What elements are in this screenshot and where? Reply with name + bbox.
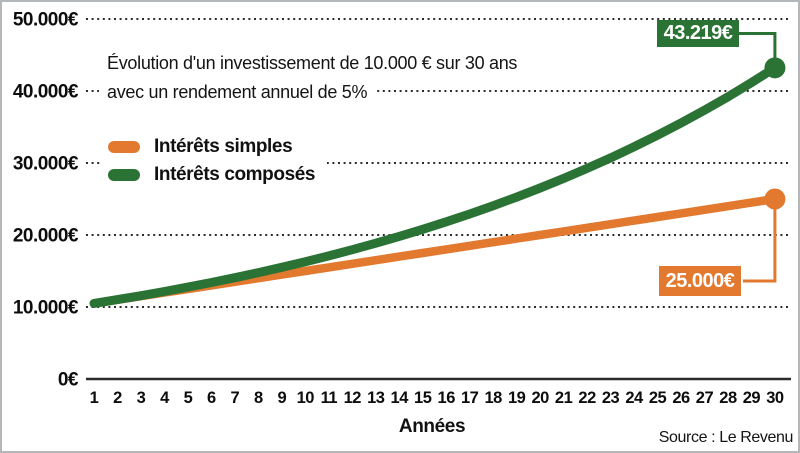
x-tick-label: 27: [696, 389, 714, 407]
x-tick-label: 11: [321, 389, 338, 407]
compound-interest-swatch-icon: [108, 169, 140, 181]
x-tick-label: 14: [391, 389, 410, 407]
legend-label-simple: Intérêts simples: [154, 136, 293, 157]
x-tick-label: 10: [297, 389, 315, 407]
y-tick-label: 10.000€: [13, 298, 79, 319]
x-tick-label: 18: [484, 389, 502, 407]
x-tick-label: 26: [672, 389, 690, 407]
compound-endpoint-dot: [764, 57, 786, 79]
x-tick-label: 28: [719, 389, 737, 407]
x-tick-label: 20: [531, 389, 549, 407]
chart-title: Évolution d'un investissement de 10.000 …: [99, 49, 528, 107]
y-tick-label: 50.000€: [13, 10, 79, 31]
x-tick-label: 22: [578, 389, 596, 407]
x-tick-label: 23: [602, 389, 620, 407]
x-tick-label: 3: [137, 389, 146, 407]
compound-interest-line: [89, 63, 780, 308]
x-tick-label: 24: [625, 389, 644, 407]
simple-interest-swatch-icon: [108, 141, 140, 153]
x-tick-label: 19: [508, 389, 526, 407]
x-tick-label: 4: [160, 389, 170, 407]
x-tick-label: 8: [254, 389, 263, 407]
x-tick-label: 12: [344, 389, 362, 407]
simple-end-value-callout: 25.000€: [659, 266, 741, 296]
chart-title-line2: avec un rendement annuel de 5%: [99, 78, 378, 107]
compound-end-value-callout: 43.219€: [657, 20, 739, 47]
x-tick-label: 13: [367, 389, 385, 407]
x-tick-label: 5: [184, 389, 193, 407]
y-tick-label: 30.000€: [13, 154, 79, 175]
x-tick-label: 29: [743, 389, 761, 407]
x-tick-label: 1: [90, 389, 99, 407]
source-credit: Source : Le Revenu: [658, 429, 794, 446]
x-tick-label: 21: [555, 389, 573, 407]
legend-item-simple-interest: Intérêts simples: [102, 133, 305, 161]
x-tick-label: 16: [438, 389, 456, 407]
chart-title-line1: Évolution d'un investissement de 10.000 …: [99, 49, 528, 78]
legend-item-compound-interest: Intérêts composés: [102, 161, 328, 189]
simple-endpoint-dot: [764, 188, 786, 210]
x-axis-title: Années: [398, 416, 466, 437]
y-tick-label: 0€: [58, 370, 79, 391]
y-tick-label: 40.000€: [13, 82, 79, 103]
x-tick-label: 15: [414, 389, 432, 407]
y-tick-label: 20.000€: [13, 226, 79, 247]
x-tick-label: 17: [461, 389, 479, 407]
legend: Intérêts simples Intérêts composés: [102, 133, 328, 189]
x-tick-label: 6: [207, 389, 216, 407]
x-tick-label: 30: [766, 389, 784, 407]
x-tick-label: 7: [231, 389, 240, 407]
compound-callout-connector: [739, 32, 777, 68]
simple-callout-connector: [743, 199, 777, 283]
x-tick-label: 25: [649, 389, 667, 407]
x-tick-label: 9: [277, 389, 286, 407]
x-tick-label: 2: [113, 389, 122, 407]
legend-label-compound: Intérêts composés: [154, 164, 316, 185]
